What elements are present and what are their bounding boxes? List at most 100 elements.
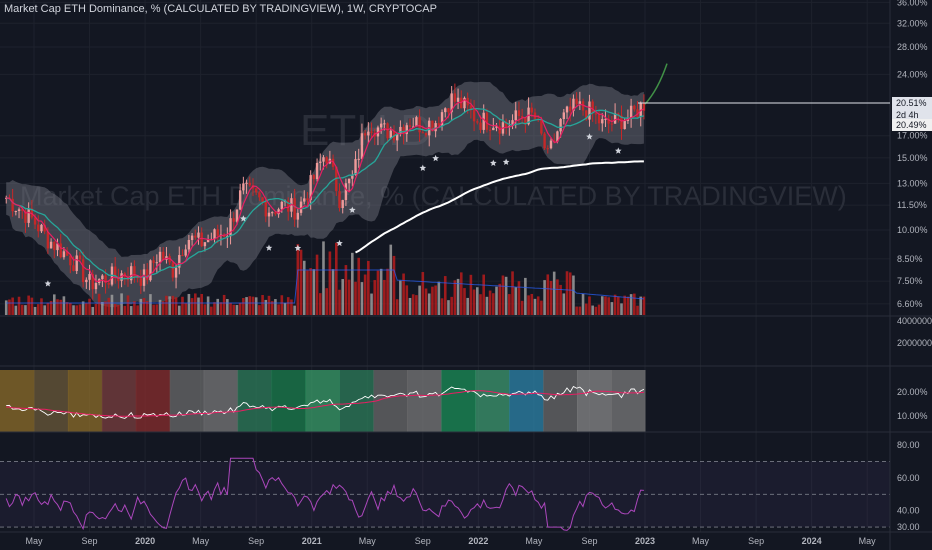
time-axis[interactable]: May Sep 2020 May Sep 2021 May Sep 2022 May Sep 2023… — [25, 536, 876, 546]
candle-body — [319, 161, 322, 163]
volume-bar — [466, 297, 469, 315]
volume-bar — [126, 295, 130, 315]
volume-bar — [222, 294, 226, 315]
volume-bar — [286, 297, 290, 315]
pattern-star-marker — [240, 215, 247, 222]
volume-bar — [248, 296, 252, 315]
candle-body — [565, 106, 569, 113]
trend-region — [475, 370, 510, 432]
volume-bar — [594, 306, 598, 315]
candle-body — [267, 212, 271, 217]
candle-body — [17, 209, 21, 212]
pattern-star-marker — [349, 206, 356, 213]
volume-bar — [322, 241, 325, 315]
volume-bar — [383, 279, 386, 315]
candle-body — [197, 232, 200, 238]
candle-body — [65, 251, 69, 256]
candle-body — [72, 265, 75, 272]
trend-region — [543, 370, 578, 432]
candle-body — [139, 278, 143, 286]
candle-body — [171, 262, 175, 278]
candle-body — [287, 200, 290, 212]
time-tick-label: Sep — [82, 536, 98, 546]
volume-bar — [633, 293, 636, 315]
volume-bar — [193, 293, 197, 315]
candle-body — [412, 126, 415, 128]
volume-bar — [357, 257, 361, 315]
volume-bar — [623, 295, 627, 315]
candle-body — [335, 166, 338, 192]
price-tick-label: 28.00% — [897, 42, 928, 52]
rsi-tick-label: 60.00 — [897, 473, 920, 483]
volume-tick-label: 4000000 — [897, 316, 932, 326]
volume-bar — [129, 306, 133, 315]
volume-bar — [27, 295, 30, 315]
candle-body — [511, 120, 514, 126]
candle-body — [540, 119, 543, 134]
volume-bar — [543, 280, 546, 315]
volume-bar — [155, 304, 159, 315]
volume-bar — [437, 281, 441, 315]
volume-bar — [226, 299, 229, 315]
volume-bar — [379, 268, 383, 315]
volume-bar — [578, 306, 582, 315]
volume-bar — [540, 300, 543, 315]
volume-bar — [524, 277, 527, 315]
volume-bar — [11, 297, 14, 315]
volume-bar — [43, 305, 46, 315]
volume-bar — [158, 299, 162, 315]
candle-body — [325, 157, 328, 164]
candle-body — [53, 241, 56, 251]
volume-bar — [351, 252, 354, 315]
volume-bar — [639, 296, 643, 315]
volume-bar — [411, 294, 415, 315]
candle-body — [549, 140, 553, 149]
volume-bar — [341, 279, 345, 315]
candle-body — [431, 120, 434, 132]
candle-body — [81, 259, 85, 283]
volume-bar — [30, 297, 34, 315]
candle-body — [299, 201, 303, 213]
candle-body — [315, 162, 319, 180]
candle-body — [623, 120, 626, 130]
volume-bar — [8, 299, 11, 315]
trend-region — [509, 370, 544, 432]
candle-body — [78, 255, 82, 260]
volume-bar — [501, 275, 505, 315]
candle-body — [437, 123, 441, 126]
candle-body — [591, 101, 594, 114]
volume-bar — [62, 296, 66, 315]
candle-body — [280, 201, 284, 210]
candle-body — [33, 217, 37, 225]
volume-bar — [213, 302, 216, 315]
candle-body — [46, 231, 50, 249]
candle-body — [261, 197, 264, 202]
volume-bar — [450, 296, 453, 315]
volume-bar — [533, 298, 537, 315]
candle-body — [408, 125, 412, 127]
pattern-star-marker — [294, 244, 302, 251]
candle-body — [322, 157, 325, 162]
trend-region — [577, 370, 612, 432]
volume-bar — [181, 296, 184, 315]
candle-body — [75, 255, 78, 272]
candle-body — [101, 275, 104, 280]
candle-body — [91, 274, 94, 290]
candle-body — [447, 108, 450, 113]
last-price-text: 20.51% — [896, 98, 927, 108]
price-tick-label: 6.60% — [897, 299, 923, 309]
volume-bar — [75, 305, 79, 315]
trend-region — [33, 370, 69, 432]
volume-bar — [370, 293, 373, 315]
volume-bar — [107, 297, 111, 315]
price-axis[interactable]: 36.00% 32.00% 28.00% 24.00% 17.00% 15.00% 13.0… — [897, 0, 932, 532]
volume-bar — [136, 305, 139, 315]
volume-bar — [184, 303, 187, 315]
candle-body — [476, 121, 479, 123]
volume-bar — [508, 294, 511, 315]
volume-bar — [232, 304, 236, 315]
candle-body — [594, 113, 598, 115]
volume-bar — [133, 301, 136, 315]
